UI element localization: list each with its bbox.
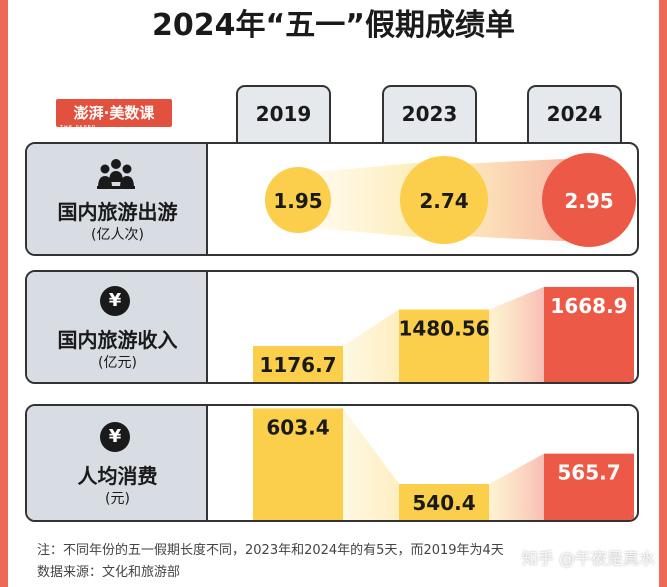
trend-connector [343, 408, 399, 520]
row-spending-label-panel: ¥ 人均消费 (元) [27, 406, 208, 520]
value-label-2019: 1.95 [273, 189, 322, 213]
footnote-note: 注：不同年份的五一假期长度不同，2023年和2024年的有5天，而2019年为4… [37, 543, 504, 558]
value-label-2019: 603.4 [266, 415, 329, 439]
row-revenue-label-panel: ¥ 国内旅游收入 (亿元) [27, 272, 208, 382]
row-trips-title: 国内旅游出游 [57, 200, 178, 224]
logo: 澎湃·美数课 [56, 99, 172, 127]
value-label-2024: 2.95 [564, 189, 613, 213]
bubble-2024 [542, 153, 636, 247]
row-spending-title: 人均消费 [77, 464, 158, 488]
people-icon [97, 159, 135, 189]
row-trips: 国内旅游出游 (亿人次) 1.95 2.74 2.95 [25, 142, 639, 256]
year-tab-2023: 2023 [382, 85, 477, 142]
bar-2024 [544, 453, 634, 520]
page-title: 2024年“五一”假期成绩单 [152, 8, 515, 43]
value-label-2024: 1668.9 [550, 294, 627, 318]
bubble-2023 [399, 155, 489, 245]
row-revenue: ¥ 国内旅游收入 (亿元) 1176.7 1480.56 1668.9 [25, 270, 639, 384]
bar-2024 [544, 286, 634, 382]
value-label-2023: 1480.56 [398, 317, 489, 341]
value-label-2024: 565.7 [557, 461, 620, 485]
value-label-2019: 1176.7 [259, 353, 336, 377]
value-label-2023: 540.4 [412, 491, 475, 515]
row-revenue-title: 国内旅游收入 [57, 328, 178, 352]
right-frame-border [659, 0, 667, 587]
trend-connector [489, 286, 544, 382]
row-trips-unit: (亿人次) [91, 227, 144, 243]
yuan-icon: ¥ [100, 286, 130, 316]
revenue-chart: 1176.7 1480.56 1668.9 [253, 286, 634, 382]
row-spending-unit: (元) [105, 491, 130, 507]
value-label-2023: 2.74 [419, 189, 468, 213]
row-trips-label-panel: 国内旅游出游 (亿人次) [27, 144, 208, 254]
bar-2023 [399, 309, 489, 382]
trend-connector [343, 309, 399, 382]
bar-2023 [399, 484, 489, 520]
spending-chart: 603.4 540.4 565.7 [253, 408, 634, 520]
left-frame-border [0, 0, 8, 587]
trips-chart: 1.95 2.74 2.95 [265, 153, 636, 247]
bubble-2019 [265, 167, 331, 233]
row-spending: ¥ 人均消费 (元) 603.4 540.4 565.7 [25, 404, 639, 522]
year-tab-2019: 2019 [236, 85, 331, 142]
yuan-icon: ¥ [100, 422, 130, 452]
row-revenue-unit: (亿元) [98, 355, 137, 371]
bar-2019 [253, 346, 343, 382]
logo-text: 澎湃·美数课 [73, 104, 155, 122]
footnote-source: 数据来源：文化和旅游部 [37, 565, 181, 580]
logo-subtext: THE PAPER [60, 125, 97, 131]
trend-connector [489, 453, 544, 520]
year-tab-2024: 2024 [527, 85, 622, 142]
bar-2019 [253, 408, 343, 520]
watermark: 知乎 @午夜是真水 [521, 549, 655, 568]
